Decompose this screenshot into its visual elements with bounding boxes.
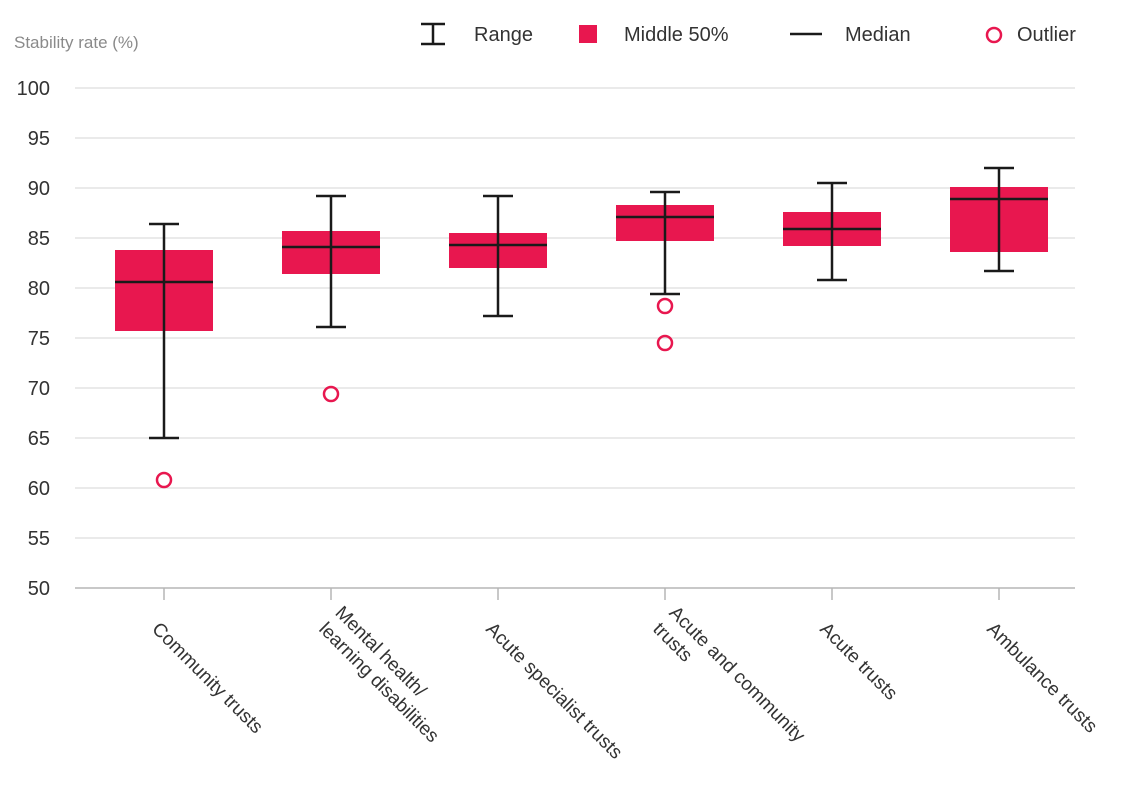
y-tick-75: 75 — [28, 328, 50, 350]
y-tick-100: 100 — [17, 78, 50, 100]
box-group-4 — [783, 181, 881, 282]
outlier-point — [656, 297, 674, 315]
legend-middle-50-swatch — [579, 25, 597, 43]
category-label-text: Mental health/learning disabilities — [314, 602, 459, 747]
category-label-line: Acute specialist trusts — [481, 619, 626, 764]
category-label-5: Ambulance trusts — [982, 619, 1101, 738]
category-label-1: Mental health/learning disabilities — [314, 602, 459, 747]
y-gridlines — [75, 87, 1075, 539]
legend-range-icon — [421, 22, 445, 46]
y-tick-labels: 50 55 60 65 70 75 80 85 90 95 100 — [17, 78, 50, 600]
legend-median-label: Median — [845, 24, 911, 46]
category-label-line: Acute and community — [665, 602, 809, 746]
category-label-line: Community trusts — [147, 619, 266, 738]
category-label-4: Acute trusts — [815, 619, 901, 705]
y-tick-80: 80 — [28, 278, 50, 300]
y-tick-70: 70 — [28, 378, 50, 400]
legend: Range Middle 50% Median Outlier — [421, 22, 1076, 46]
boxes — [115, 166, 1048, 489]
category-labels: Community trusts Mental health/learning d… — [147, 602, 1101, 763]
box-group-0 — [115, 222, 213, 489]
legend-outlier-icon — [985, 26, 1003, 44]
category-label-3: Acute and communitytrusts — [648, 602, 809, 763]
box-group-3 — [616, 190, 714, 352]
category-label-0: Community trusts — [147, 619, 266, 738]
outlier-point — [322, 385, 340, 403]
category-label-text: Acute and communitytrusts — [648, 602, 809, 763]
y-tick-55: 55 — [28, 528, 50, 550]
y-tick-65: 65 — [28, 428, 50, 450]
category-label-2: Acute specialist trusts — [481, 619, 626, 764]
box-group-2 — [449, 194, 547, 318]
x-axis — [75, 587, 1075, 600]
legend-outlier-label: Outlier — [1017, 24, 1076, 46]
y-tick-60: 60 — [28, 478, 50, 500]
legend-range-label: Range — [474, 24, 533, 46]
outlier-point — [656, 334, 674, 352]
category-label-line: Ambulance trusts — [982, 619, 1101, 738]
y-tick-90: 90 — [28, 178, 50, 200]
category-label-text: Acute specialist trusts — [481, 619, 626, 764]
legend-middle-50-label: Middle 50% — [624, 24, 729, 46]
category-label-text: Ambulance trusts — [982, 619, 1101, 738]
y-tick-85: 85 — [28, 228, 50, 250]
box-group-5 — [950, 166, 1048, 273]
category-label-text: Community trusts — [147, 619, 266, 738]
y-tick-50: 50 — [28, 578, 50, 600]
category-label-line: Acute trusts — [815, 619, 901, 705]
y-tick-95: 95 — [28, 128, 50, 150]
category-label-text: Acute trusts — [815, 619, 901, 705]
box-group-1 — [282, 194, 380, 403]
outlier-point — [155, 471, 173, 489]
y-axis-title: Stability rate (%) — [14, 33, 139, 52]
